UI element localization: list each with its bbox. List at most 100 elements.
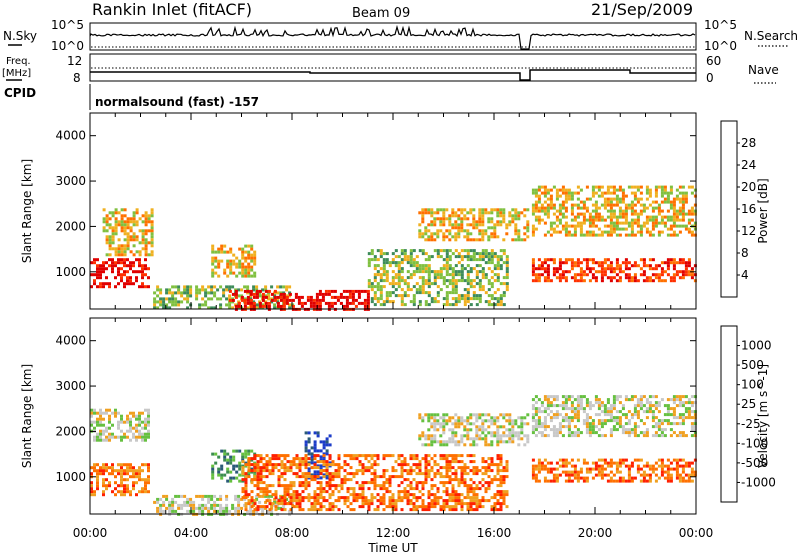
velocity-cell [537,470,541,474]
velocity-cell [609,479,613,483]
power-cell [123,214,127,218]
power-cell [615,227,619,231]
velocity-cell [543,422,547,426]
power-cell [573,191,577,195]
power-cell [394,276,398,280]
power-cell [496,303,500,307]
power-cell [666,264,670,268]
velocity-cell [256,472,260,476]
power-cell [567,197,571,201]
velocity-cell [99,414,102,418]
velocity-cell [660,398,664,402]
power-cell [534,267,538,271]
power-cell [502,291,506,295]
power-cell [288,298,292,302]
power-cell [228,294,232,298]
velocity-cell [430,469,434,473]
velocity-cell [469,469,473,473]
velocity-cell [388,478,392,482]
velocity-cell [292,484,296,488]
power-cell [624,276,628,280]
velocity-cell [277,475,281,479]
velocity-cell [523,434,527,438]
velocity-cell [93,408,96,412]
power-cell [534,215,538,219]
velocity-cell [690,428,694,432]
velocity-cell [280,454,284,458]
power-cell [436,255,440,259]
power-cell [135,270,138,274]
power-cell [177,285,181,289]
velocity-cell [415,487,419,491]
power-cell [612,212,616,216]
velocity-cell [448,419,452,423]
power-cell [678,209,682,213]
power-cell [681,200,685,204]
velocity-cell [463,496,467,500]
power-cell [603,270,607,274]
power-cell [360,289,364,293]
power-cell [442,264,446,268]
velocity-cell [484,440,488,444]
velocity-cell [475,419,479,423]
velocity-cell [123,487,126,491]
power-cell [144,238,148,242]
power-cell [367,282,371,286]
velocity-cell [280,466,284,470]
power-cell [421,282,425,286]
velocity-cell [310,496,314,500]
velocity-cell [648,407,652,411]
power-cell [615,261,619,265]
power-cell [675,215,679,219]
power-cell [397,255,401,259]
velocity-cell [355,454,359,458]
power-cell [624,218,628,222]
velocity-cell [325,460,329,464]
velocity-cell [325,472,329,476]
power-cell [567,270,571,274]
velocity-cell [648,473,652,477]
velocity-cell [231,503,235,507]
power-x-ticks [89,113,697,309]
power-cell [558,279,562,283]
power-cell [534,218,538,222]
velocity-cell [343,469,347,473]
power-cell [609,215,613,219]
power-cell [391,270,395,274]
power-cell [490,285,494,289]
power-cell [195,297,199,301]
power-cell [406,276,410,280]
power-cell [505,264,509,268]
power-cell [249,292,253,296]
velocity-cell [258,500,262,504]
power-cell [247,262,251,266]
power-cell [330,304,334,308]
power-cell [141,241,145,245]
velocity-cell [427,469,431,473]
power-cell [669,276,673,280]
power-cell [105,282,108,286]
velocity-cell [505,413,509,417]
power-cell [675,224,679,228]
velocity-cell [105,435,108,439]
velocity-cell [439,457,443,461]
velocity-cell [240,506,244,510]
velocity-cell [276,503,280,507]
velocity-cell [120,414,123,418]
power-cell [394,288,398,292]
velocity-cell [627,467,631,471]
velocity-cell [370,481,374,485]
velocity-cell [322,496,326,500]
velocity-cell [382,487,386,491]
power-cell [531,264,535,268]
velocity-cell [298,505,302,509]
power-cell [424,303,428,307]
velocity-cell [259,475,263,479]
velocity-cell [244,472,248,476]
velocity-cell [96,438,99,442]
velocity-cell [370,502,374,506]
velocity-cell [454,472,458,476]
velocity-cell [211,452,215,456]
velocity-cell [564,416,568,420]
power-region [211,244,257,278]
